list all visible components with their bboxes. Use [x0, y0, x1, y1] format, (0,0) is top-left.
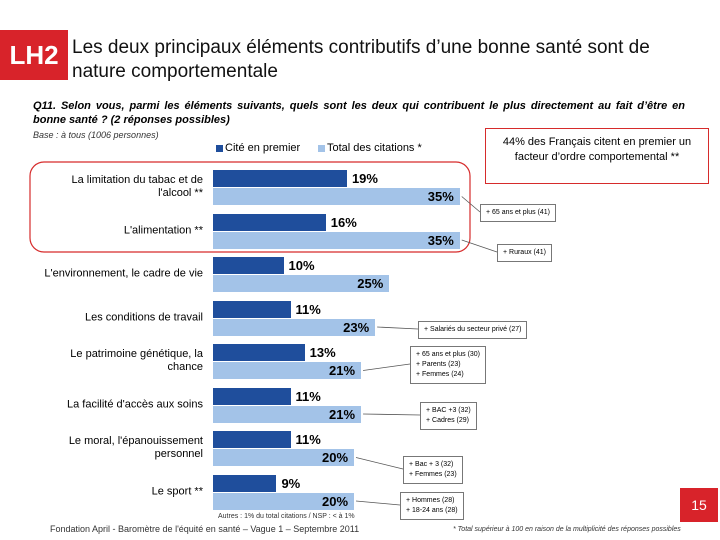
bar	[213, 449, 354, 466]
callout-box: + Ruraux (41)	[497, 244, 552, 262]
callout-line	[355, 457, 404, 470]
category-label: La limitation du tabac et de l'alcool **	[71, 174, 203, 199]
value-label: 35%	[427, 189, 454, 204]
category-label: Le sport **	[151, 485, 203, 497]
callout-box: + Bac + 3 (32) + Femmes (23)	[403, 456, 463, 484]
callout-line	[355, 500, 401, 506]
logo: LH2	[0, 30, 68, 80]
legend-swatch	[216, 145, 223, 152]
value-label: 21%	[329, 406, 356, 422]
chart-title: Les deux principaux éléments contributif…	[72, 37, 650, 82]
callout-text: + Femmes (23)	[409, 471, 457, 478]
value-label: 10%	[288, 258, 315, 273]
callout-text: + Femmes (24)	[416, 371, 464, 378]
callout-text: + 18-24 ans (28)	[406, 507, 458, 514]
bar	[213, 170, 347, 187]
callout-text: + 65 ans et plus (30)	[416, 351, 481, 358]
category-label: Les conditions de travail	[84, 311, 203, 323]
callout-text: + Ruraux (41)	[503, 249, 546, 256]
bar	[213, 213, 326, 231]
bar	[213, 318, 376, 336]
category-label: La facilité d'accès aux soins	[66, 398, 203, 410]
value-label: 23%	[343, 319, 370, 335]
callout-text: + Parents (23)	[416, 361, 461, 368]
bar	[213, 275, 390, 292]
callout-line	[461, 196, 481, 213]
value-label: 19%	[351, 171, 378, 186]
bar	[213, 344, 305, 361]
focus-box	[29, 161, 471, 253]
bar	[213, 231, 460, 249]
callout-text: + BAC +3 (32)	[426, 407, 471, 414]
value-label: 11%	[295, 301, 321, 317]
bar	[213, 492, 354, 510]
value-label: 11%	[295, 388, 321, 404]
callout-box: + 65 ans et plus (30) + Parents (23) + Fem…	[410, 346, 487, 384]
bar	[213, 387, 291, 405]
category-label: Le moral, l'épanouissement personnel	[68, 435, 203, 460]
bar	[213, 474, 277, 492]
value-label: 20%	[322, 493, 349, 509]
legend-swatch	[318, 145, 325, 152]
value-label: 21%	[329, 363, 356, 378]
value-label: 13%	[309, 345, 336, 360]
category-label: Le patrimoine génétique, la chance	[70, 348, 203, 373]
callout-text: + Salariés du secteur privé (27)	[424, 326, 522, 333]
footer: Fondation April - Baromètre de l'équité …	[50, 524, 360, 534]
callout-text: + Hommes (28)	[406, 497, 455, 504]
bar	[213, 300, 291, 318]
value-label: 20%	[322, 450, 349, 465]
footnote: * Total supérieur à 100 en raison de la …	[453, 526, 681, 533]
category-label: L'environnement, le cadre de vie	[44, 267, 203, 280]
value-label: 35%	[427, 232, 454, 248]
callout-line	[363, 413, 421, 416]
callout-text: + 65 ans et plus (41)	[486, 209, 551, 216]
callout-box: + Hommes (28) + 18-24 ans (28)	[400, 492, 464, 520]
base: Base : à tous (1006 personnes)	[33, 130, 159, 140]
bar	[213, 257, 284, 274]
highlight-box: 44% des Français citent en premier un fa…	[485, 128, 709, 184]
callout-box: + 65 ans et plus (41)	[480, 204, 557, 222]
callout-text: + Cadres (29)	[426, 417, 469, 424]
value-label: 9%	[281, 475, 301, 491]
bar	[213, 188, 460, 205]
value-label: 11%	[295, 432, 321, 447]
callout-line	[461, 239, 498, 253]
bar	[213, 405, 362, 423]
value-label: 16%	[330, 214, 357, 230]
callout-text: + Bac + 3 (32)	[409, 461, 454, 468]
note: Autres : 1% du total citations / NSP : <…	[218, 513, 355, 520]
legend-label: Cité en premier	[225, 142, 301, 154]
callout-box: + Salariés du secteur privé (27)	[418, 321, 528, 339]
bar	[213, 431, 291, 448]
callout-line	[362, 363, 411, 371]
category-label: L'alimentation **	[123, 224, 203, 236]
callout-line	[377, 326, 419, 330]
value-label: 25%	[357, 276, 384, 291]
bar	[213, 362, 362, 379]
callout-box: + BAC +3 (32) + Cadres (29)	[420, 402, 477, 430]
question: Q11. Selon vous, parmi les éléments suiv…	[33, 100, 685, 126]
page-number: 15	[680, 488, 718, 522]
legend-label: Total des citations *	[327, 142, 422, 154]
